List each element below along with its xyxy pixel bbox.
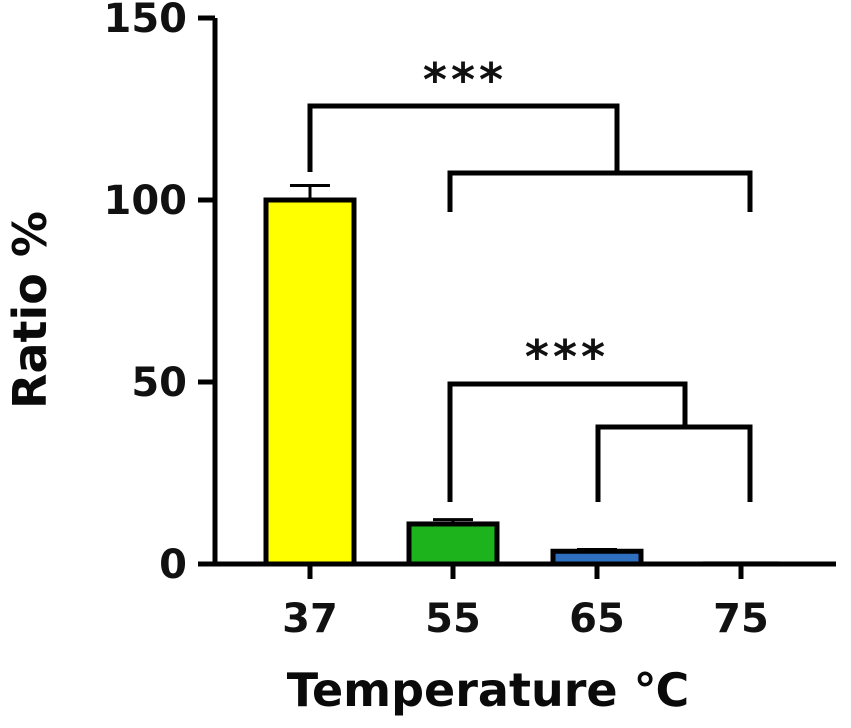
sig-bracket-37-vs-high: [307, 103, 620, 173]
sig-bracket-55-75: [447, 170, 753, 212]
sig-label-2: ***: [525, 330, 609, 384]
x-tick-label-55: 55: [425, 596, 481, 642]
x-ticks: 37 55 65 75: [282, 596, 769, 642]
y-tick-label: 150: [104, 0, 188, 42]
bar-37: [263, 197, 357, 567]
sig-bracket-55-vs-high: [447, 381, 688, 502]
sig-bracket-65-75: [595, 424, 753, 502]
significance-brackets: *** ***: [307, 53, 753, 502]
y-axis-label: Ratio %: [3, 211, 57, 409]
axes: [198, 15, 836, 579]
error-bars: [290, 183, 617, 552]
y-tick-label: 50: [131, 360, 187, 406]
x-tick-label-37: 37: [282, 596, 338, 642]
sig-label-1: ***: [423, 53, 507, 107]
y-tick-label: 0: [159, 542, 187, 588]
y-ticks: 0 50 100 150: [104, 0, 188, 588]
x-tick-label-65: 65: [569, 596, 625, 642]
x-tick-label-75: 75: [713, 596, 769, 642]
bar-55: [406, 521, 500, 567]
x-axis-label: Temperature ℃: [287, 663, 690, 717]
y-tick-label: 100: [104, 178, 188, 224]
